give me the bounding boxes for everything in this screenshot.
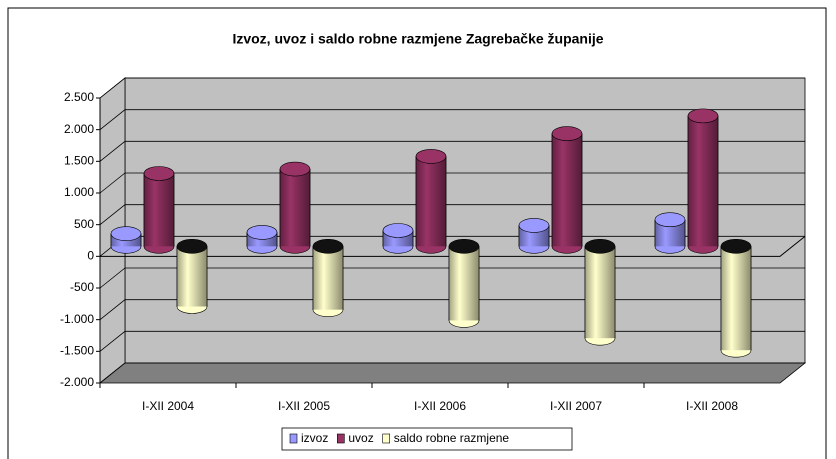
bar-cap <box>246 225 278 240</box>
bar-cap <box>312 239 344 254</box>
bar-cap <box>654 212 686 228</box>
x-tick-label: I-XII 2007 <box>550 399 602 413</box>
floor <box>98 362 807 384</box>
bar-cap <box>110 226 142 241</box>
bar-shade <box>552 133 582 247</box>
grid-line <box>99 267 805 289</box>
bar-cap <box>382 223 414 238</box>
bar-cap <box>518 218 550 233</box>
bar-cap <box>176 239 208 254</box>
legend-label: uvoz <box>348 431 373 445</box>
y-tick-label: 1.500 <box>64 154 94 168</box>
bar-shade <box>416 156 446 247</box>
bar-shade <box>177 246 207 307</box>
legend-box <box>281 427 573 451</box>
bar-cap <box>279 161 311 177</box>
x-tick-label: I-XII 2006 <box>414 399 466 413</box>
grid-line <box>99 299 805 320</box>
legend-swatch <box>382 433 391 444</box>
chart-title: Izvoz, uvoz i saldo robne razmjene Zagre… <box>232 31 603 47</box>
bar-cap <box>584 239 616 254</box>
bar-cap <box>720 239 752 254</box>
bar-shade <box>313 246 343 310</box>
grid-line <box>99 109 805 130</box>
bar-shade <box>585 246 615 339</box>
bar-cap <box>143 166 175 181</box>
y-tick-label: -1.000 <box>60 312 94 326</box>
y-tick-label: 2.000 <box>64 122 94 136</box>
bar-cap <box>687 108 719 124</box>
y-tick-label: 500 <box>74 217 94 231</box>
y-tick-label: 1.000 <box>64 185 94 199</box>
y-tick-label: 2.500 <box>64 90 94 104</box>
bar-shade <box>144 173 174 247</box>
bar-cap <box>551 126 583 141</box>
bar-cap <box>415 149 447 164</box>
legend-label: saldo robne razmjene <box>394 431 510 445</box>
grid-line <box>99 330 805 352</box>
y-tick-label: 0 <box>87 249 94 263</box>
y-tick-label: -2.000 <box>60 375 94 389</box>
legend-label: izvoz <box>301 431 328 445</box>
x-tick-label: I-XII 2004 <box>142 399 194 413</box>
bar-shade <box>449 246 479 321</box>
bar-shade <box>280 169 310 247</box>
y-tick-label: -1.500 <box>60 344 94 358</box>
x-tick-label: I-XII 2008 <box>686 399 738 413</box>
x-tick-label: I-XII 2005 <box>278 399 330 413</box>
bar-shade <box>688 115 718 247</box>
grid-line <box>99 362 805 384</box>
y-tick-label: -500 <box>70 280 94 294</box>
legend-swatch <box>289 433 298 444</box>
legend-swatch <box>337 433 345 444</box>
grid-line <box>99 77 805 99</box>
bar-shade <box>721 246 751 351</box>
bar-cap <box>448 239 480 254</box>
legend: izvoz uvoz saldo robne razmjene <box>281 427 573 451</box>
